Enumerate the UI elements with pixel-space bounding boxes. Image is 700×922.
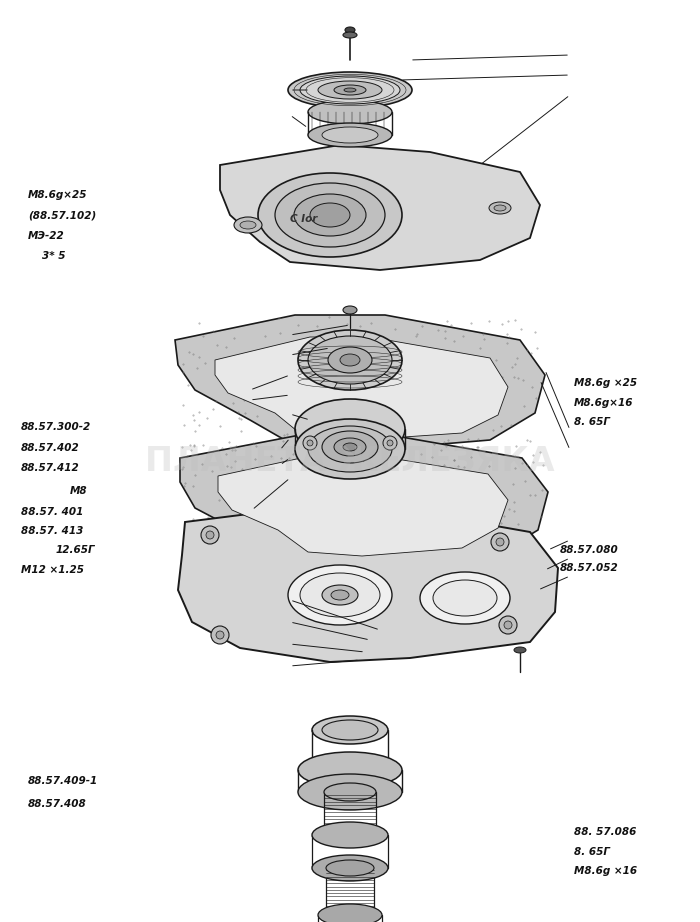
Text: 88.57.300-2: 88.57.300-2 xyxy=(21,422,91,431)
Polygon shape xyxy=(218,455,508,556)
Circle shape xyxy=(387,440,393,446)
Text: 88.57.408: 88.57.408 xyxy=(28,799,87,809)
Circle shape xyxy=(216,631,224,639)
Text: М8.6g ×25: М8.6g ×25 xyxy=(574,378,637,387)
Ellipse shape xyxy=(326,860,374,876)
Ellipse shape xyxy=(326,907,374,922)
Ellipse shape xyxy=(308,100,392,124)
Ellipse shape xyxy=(340,354,360,366)
Text: 8. 65Г: 8. 65Г xyxy=(574,418,610,427)
Text: М8.6g ×16: М8.6g ×16 xyxy=(574,867,637,876)
Ellipse shape xyxy=(494,205,506,211)
Ellipse shape xyxy=(322,720,378,740)
Text: 88.57.052: 88.57.052 xyxy=(560,563,619,573)
Ellipse shape xyxy=(234,217,262,233)
Ellipse shape xyxy=(300,76,400,104)
Ellipse shape xyxy=(300,573,380,617)
Ellipse shape xyxy=(240,221,256,229)
Text: (88.57.102): (88.57.102) xyxy=(28,211,97,220)
Ellipse shape xyxy=(308,336,392,384)
Text: 88.57.412: 88.57.412 xyxy=(21,464,80,473)
Polygon shape xyxy=(220,145,540,270)
Ellipse shape xyxy=(433,580,497,616)
Circle shape xyxy=(496,538,504,546)
Ellipse shape xyxy=(295,399,405,459)
Ellipse shape xyxy=(298,752,402,788)
Ellipse shape xyxy=(514,647,526,653)
Ellipse shape xyxy=(322,585,358,605)
Text: М12 ×1.25: М12 ×1.25 xyxy=(21,565,84,574)
Circle shape xyxy=(307,440,313,446)
Ellipse shape xyxy=(308,426,392,472)
Ellipse shape xyxy=(334,438,366,456)
Circle shape xyxy=(206,531,214,539)
Ellipse shape xyxy=(322,431,378,463)
Ellipse shape xyxy=(288,565,392,625)
Ellipse shape xyxy=(288,72,412,108)
Ellipse shape xyxy=(489,202,511,214)
Ellipse shape xyxy=(324,783,376,801)
Ellipse shape xyxy=(298,774,402,810)
Text: МЭ-22: МЭ-22 xyxy=(28,231,64,241)
Ellipse shape xyxy=(312,716,388,744)
Ellipse shape xyxy=(328,347,372,373)
Text: М8.6g×25: М8.6g×25 xyxy=(28,191,88,200)
Text: 88.57.402: 88.57.402 xyxy=(21,443,80,453)
Ellipse shape xyxy=(298,330,402,390)
Ellipse shape xyxy=(334,85,366,95)
Text: 8. 65Г: 8. 65Г xyxy=(574,847,610,857)
Text: ПЛАНЕТА ЖЕЛЕЗЯКА: ПЛАНЕТА ЖЕЛЕЗЯКА xyxy=(145,444,555,478)
Ellipse shape xyxy=(308,123,392,147)
Text: 88.57. 401: 88.57. 401 xyxy=(21,507,83,516)
Circle shape xyxy=(303,436,317,450)
Circle shape xyxy=(201,526,219,544)
Ellipse shape xyxy=(343,306,357,314)
Ellipse shape xyxy=(294,194,366,236)
Circle shape xyxy=(504,621,512,629)
Circle shape xyxy=(211,626,229,644)
Ellipse shape xyxy=(312,756,388,784)
Circle shape xyxy=(383,436,397,450)
Text: 12.65Г: 12.65Г xyxy=(56,546,96,555)
Text: М8: М8 xyxy=(70,487,88,496)
Polygon shape xyxy=(180,435,548,568)
Circle shape xyxy=(499,616,517,634)
Ellipse shape xyxy=(318,81,382,99)
Ellipse shape xyxy=(310,203,350,227)
Ellipse shape xyxy=(420,572,510,624)
Text: 88.57.409-1: 88.57.409-1 xyxy=(28,776,98,786)
Ellipse shape xyxy=(343,32,357,38)
Ellipse shape xyxy=(275,183,385,247)
Text: М8.6g×16: М8.6g×16 xyxy=(574,398,634,408)
Ellipse shape xyxy=(295,419,405,479)
Text: 88.57. 413: 88.57. 413 xyxy=(21,526,83,536)
Ellipse shape xyxy=(258,173,402,257)
Ellipse shape xyxy=(318,904,382,922)
Text: С Iоr: С Iоr xyxy=(290,214,317,224)
Ellipse shape xyxy=(312,822,388,848)
Ellipse shape xyxy=(343,443,357,451)
Polygon shape xyxy=(215,337,508,440)
Polygon shape xyxy=(178,505,558,662)
Ellipse shape xyxy=(331,590,349,600)
Polygon shape xyxy=(175,315,545,450)
Text: 88. 57.086: 88. 57.086 xyxy=(574,827,636,836)
Ellipse shape xyxy=(344,88,356,92)
Text: 88.57.080: 88.57.080 xyxy=(560,545,619,554)
Ellipse shape xyxy=(324,826,376,844)
Ellipse shape xyxy=(312,855,388,881)
Ellipse shape xyxy=(322,127,378,143)
Text: 3* 5: 3* 5 xyxy=(42,252,66,261)
Circle shape xyxy=(491,533,509,551)
Ellipse shape xyxy=(345,27,355,33)
